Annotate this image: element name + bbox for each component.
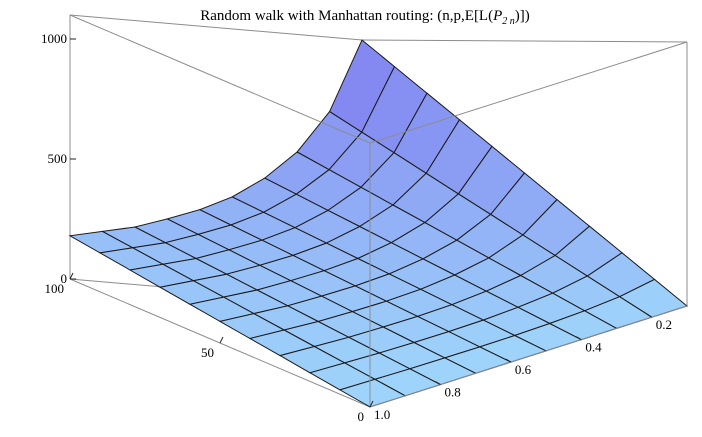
- bounding-box-front: [69, 14, 688, 408]
- z-tick-label-500: 500: [48, 151, 68, 166]
- p-tick-mark-0: [646, 313, 653, 318]
- p-tick-label-2: 0.6: [515, 362, 532, 377]
- z-tick-label-1000: 1000: [41, 31, 67, 46]
- n-tick-label-100: 100: [45, 281, 65, 296]
- p-tick-mark-1: [576, 336, 582, 341]
- p-tick-label-1: 0.4: [585, 340, 602, 355]
- z-tick-label-0: 0: [61, 271, 68, 286]
- surface-mesh: [68, 39, 689, 408]
- n-tick-label-50: 50: [201, 345, 214, 360]
- p-tick-mark-2: [505, 358, 512, 363]
- n-tick-label-0: 0: [358, 409, 365, 424]
- p-tick-label-4: 1.0: [374, 407, 390, 422]
- box-edge-back-0: [361, 39, 688, 43]
- chart-title: Random walk with Manhattan routing: (n,p…: [200, 8, 530, 27]
- p-tick-mark-4: [364, 403, 371, 408]
- n-tick-mark-100: [69, 272, 74, 280]
- p-tick-label-3: 0.8: [444, 385, 460, 400]
- box-edge-front-3: [369, 305, 688, 408]
- box-edge-back-1: [69, 14, 363, 41]
- p-tick-mark-3: [435, 381, 441, 385]
- box-edge-front-0: [369, 41, 688, 144]
- p-tick-label-0: 0.2: [656, 317, 672, 332]
- n-tick-mark-0: [369, 400, 374, 408]
- box-edge-front-1: [69, 14, 371, 144]
- n-tick-mark-50: [219, 336, 224, 344]
